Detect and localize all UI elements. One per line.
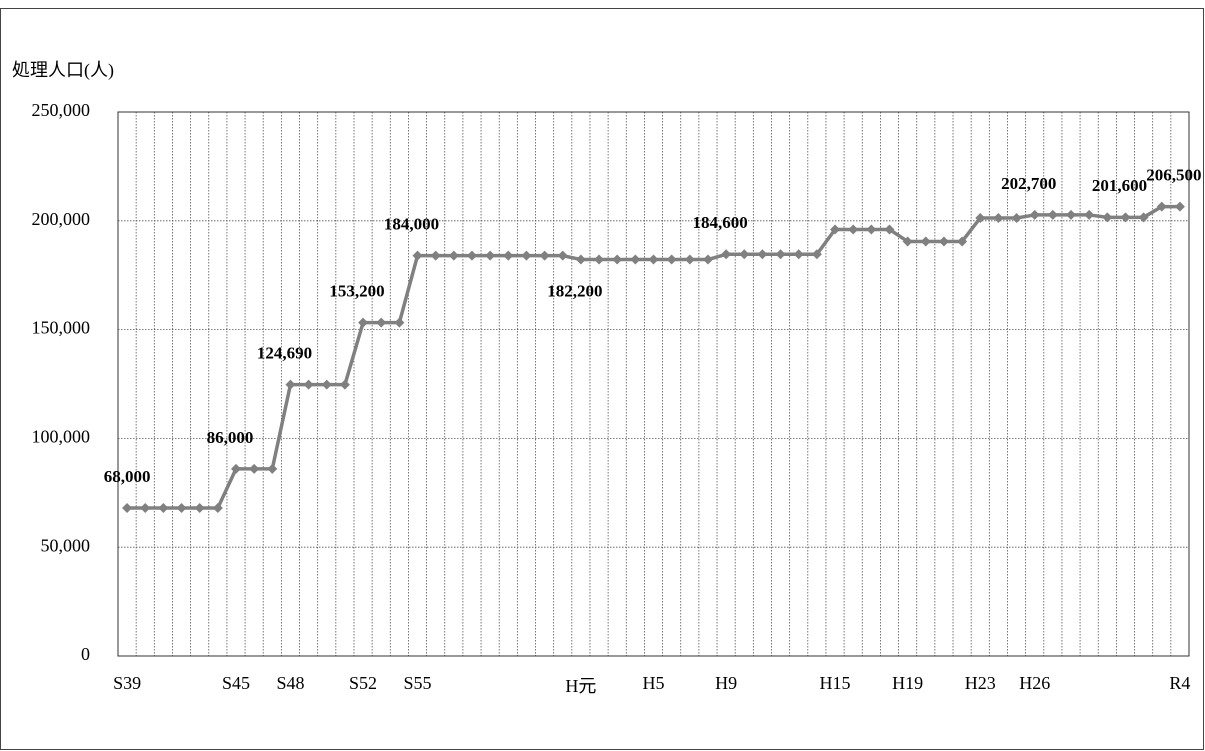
- point-marker: [684, 254, 695, 265]
- data-label: 182,200: [547, 281, 602, 300]
- point-marker: [339, 379, 350, 390]
- point-marker: [176, 503, 187, 514]
- point-marker: [975, 212, 986, 223]
- point-marker: [521, 250, 532, 261]
- point-marker: [1138, 212, 1149, 223]
- x-tick-label: S55: [404, 673, 432, 693]
- point-marker: [466, 250, 477, 261]
- x-tick-label: H23: [965, 673, 996, 693]
- point-marker: [448, 250, 459, 261]
- point-marker: [993, 212, 1004, 223]
- point-marker: [539, 250, 550, 261]
- point-marker: [285, 379, 296, 390]
- data-label: 86,000: [207, 428, 254, 447]
- data-label: 206,500: [1146, 166, 1201, 185]
- data-label: 201,600: [1092, 176, 1147, 195]
- x-tick-label: H15: [820, 673, 851, 693]
- point-marker: [612, 254, 623, 265]
- x-tick-label: H9: [715, 673, 737, 693]
- x-tick-label: R4: [1169, 673, 1190, 693]
- data-label: 202,700: [1001, 174, 1056, 193]
- point-marker: [194, 503, 205, 514]
- data-label: 184,600: [692, 213, 747, 232]
- x-tick-label: H26: [1019, 673, 1050, 693]
- point-marker: [866, 224, 877, 235]
- y-tick-label: 50,000: [41, 535, 91, 555]
- x-tick-label: S45: [222, 673, 250, 693]
- point-marker: [1156, 201, 1167, 212]
- x-tick-label: S48: [276, 673, 304, 693]
- point-marker: [630, 254, 641, 265]
- point-marker: [1066, 209, 1077, 220]
- point-marker: [957, 236, 968, 247]
- point-marker: [739, 249, 750, 260]
- point-marker: [666, 254, 677, 265]
- point-marker: [920, 236, 931, 247]
- x-tick-label: S52: [349, 673, 377, 693]
- x-tick-label: H5: [643, 673, 665, 693]
- point-marker: [230, 463, 241, 474]
- data-label: 124,690: [257, 344, 312, 363]
- point-marker: [303, 379, 314, 390]
- point-marker: [412, 250, 423, 261]
- data-label: 153,200: [329, 282, 384, 301]
- point-marker: [430, 250, 441, 261]
- point-marker: [721, 249, 732, 260]
- point-marker: [249, 463, 260, 474]
- point-marker: [1084, 209, 1095, 220]
- point-marker: [1102, 212, 1113, 223]
- point-marker: [212, 503, 223, 514]
- y-tick-label: 200,000: [32, 209, 91, 229]
- point-marker: [485, 250, 496, 261]
- data-label: 184,000: [384, 215, 439, 234]
- point-marker: [775, 249, 786, 260]
- point-marker: [702, 254, 713, 265]
- point-marker: [757, 249, 768, 260]
- y-axis-title: 処理人口(人): [12, 60, 114, 81]
- point-marker: [557, 250, 568, 261]
- data-label: 68,000: [104, 467, 151, 486]
- x-tick-label: H元: [565, 676, 596, 696]
- point-marker: [594, 254, 605, 265]
- point-marker: [848, 224, 859, 235]
- plot-frame: [117, 111, 1190, 657]
- y-tick-label: 250,000: [32, 100, 91, 120]
- point-marker: [140, 503, 151, 514]
- x-tick-label: S39: [113, 673, 141, 693]
- y-tick-label: 100,000: [32, 427, 91, 447]
- point-marker: [793, 249, 804, 260]
- point-marker: [503, 250, 514, 261]
- chart-border: [0, 8, 1204, 750]
- point-marker: [158, 503, 169, 514]
- point-marker: [811, 249, 822, 260]
- point-marker: [1120, 212, 1131, 223]
- point-marker: [938, 236, 949, 247]
- y-tick-label: 150,000: [32, 318, 91, 338]
- point-marker: [902, 236, 913, 247]
- y-tick-label: 0: [81, 644, 90, 664]
- point-marker: [1029, 209, 1040, 220]
- point-marker: [575, 254, 586, 265]
- point-marker: [321, 379, 332, 390]
- point-marker: [1047, 209, 1058, 220]
- point-marker: [122, 503, 133, 514]
- point-marker: [358, 317, 369, 328]
- point-marker: [376, 317, 387, 328]
- point-marker: [1174, 201, 1185, 212]
- point-marker: [648, 254, 659, 265]
- point-marker: [267, 463, 278, 474]
- point-marker: [884, 224, 895, 235]
- point-marker: [830, 224, 841, 235]
- point-marker: [394, 317, 405, 328]
- point-marker: [1011, 212, 1022, 223]
- x-tick-label: H19: [892, 673, 923, 693]
